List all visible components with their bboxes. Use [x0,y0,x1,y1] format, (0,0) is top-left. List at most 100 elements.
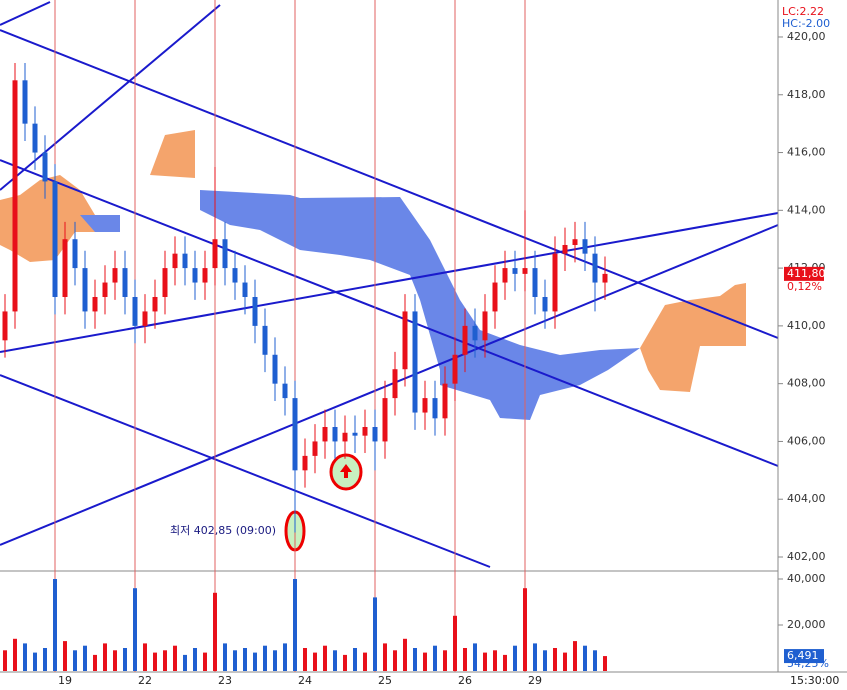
candle-body [572,239,578,245]
candle-body [412,311,418,413]
candle-body [12,80,18,312]
candle-body [542,296,548,312]
volume-bar [123,647,127,671]
volume-bar [293,578,297,671]
candle-body [262,325,268,355]
candle-body [162,268,168,297]
volume-bar [53,578,57,671]
x-tick-label: 19 [58,674,72,687]
candle-body [222,239,228,269]
cloud-blue [200,190,640,420]
y-tick-label: 402,00 [787,550,826,563]
y-tick-label: 406,00 [787,434,826,447]
volume-bar [493,650,497,671]
candle-body [442,383,448,419]
candle-body [272,354,278,384]
cloud-orange [0,175,95,262]
candle-body [132,296,138,326]
volume-bar [563,652,567,671]
candle-body [492,282,498,312]
volume-bar [403,638,407,671]
volume-bar [363,652,367,671]
candle-body [372,426,378,442]
candle-body [152,296,158,312]
y-tick-label: 408,00 [787,377,826,390]
candle-body [602,273,608,283]
candle-body [102,282,108,297]
candle-body [392,369,398,399]
candle-body [362,426,368,436]
y-tick-label: 420,00 [787,30,826,43]
x-tick-label: 29 [528,674,542,687]
candle-body [432,398,438,419]
candle-body [192,268,198,283]
cloud-orange [640,283,746,392]
volume-bar [223,643,227,671]
volume-bar [203,652,207,671]
last-price: 411,80 [787,267,826,280]
volume-bar [193,647,197,671]
volume-bar [543,650,547,671]
volume-ratio: 54,25% [787,657,829,670]
y-tick-label: 404,00 [787,492,826,505]
volume-bar [513,645,517,671]
volume-bar [463,647,467,671]
volume-bar [373,597,377,671]
x-tick-label: 24 [298,674,312,687]
candle-body [522,268,528,274]
x-tick-label: 25 [378,674,392,687]
y-tick-label: 414,00 [787,203,826,216]
volume-bar [173,645,177,671]
volume-bar [283,643,287,671]
volume-bar [233,650,237,671]
candle-body [312,441,318,456]
volume-bar [163,650,167,671]
candle-body [282,383,288,399]
candle-body [42,152,48,182]
volume-bar [603,656,607,671]
candle-body [22,80,28,124]
candle-body [382,398,388,442]
volume-bar [433,645,437,671]
candle-body [182,253,188,269]
candle-body [422,398,428,413]
volume-bar [533,643,537,671]
candle-body [582,239,588,254]
candle-body [352,432,358,436]
volume-bar [483,652,487,671]
cloud-blue [80,215,120,232]
volume-bar [503,654,507,671]
y-tick-label: 416,00 [787,146,826,159]
x-tick-label: 26 [458,674,472,687]
volume-bar [43,647,47,671]
candle-body [502,268,508,283]
candle-body [82,268,88,312]
volume-tick-label: 20,000 [787,618,826,631]
volume-tick-label: 40,000 [787,572,826,585]
volume-bar [583,645,587,671]
candle-body [292,398,298,471]
candle-body [172,253,178,269]
volume-bar [83,645,87,671]
candle-body [552,253,558,312]
candle-body [242,282,248,297]
candle-body [512,268,518,274]
volume-bar [113,650,117,671]
candle-body [142,311,148,326]
candle-body [302,455,308,471]
candle-body [402,311,408,370]
volume-bar [353,647,357,671]
volume-bar [263,645,267,671]
volume-bar [593,650,597,671]
candle-body [32,123,38,153]
candle-body [112,268,118,283]
volume-bar [183,654,187,671]
volume-bar [313,652,317,671]
candle-body [212,239,218,269]
annotation: 최저 402,85 (09:00) [170,524,276,537]
candle-body [342,432,348,442]
candle-body [532,268,538,297]
volume-bar [333,650,337,671]
volume-bar [33,652,37,671]
